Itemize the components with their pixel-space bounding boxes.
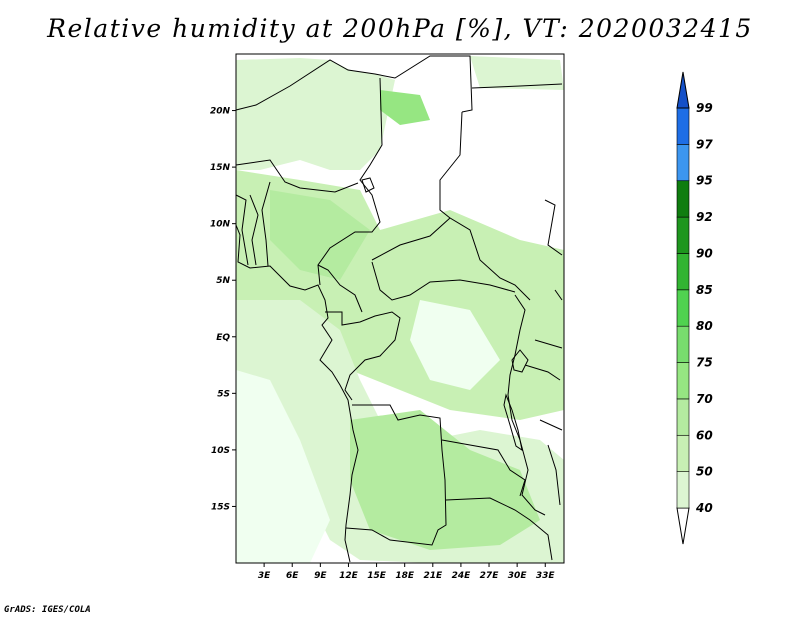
lat-tick-label: 10N [210,220,231,230]
colorbar-segment [676,398,690,436]
lat-tick-label: 5S [217,389,230,399]
lon-tick-label: 30E [508,571,528,581]
humidity-region [236,370,330,563]
colorbar-label: 95 [696,174,713,188]
humidity-region [470,56,564,90]
colorbar-max-extension [676,71,690,109]
colorbar-label: 80 [696,319,713,333]
border-lake-chad [361,177,375,193]
colorbar-label: 92 [696,210,713,224]
lon-tick-label: 33E [536,571,556,581]
colorbar-label: 97 [696,137,713,151]
longitude-ticks: 3E 6E 9E 12E 15E 18E 21E 24E 27E 30E 33E [258,563,556,581]
border-sahel-north [235,55,473,113]
border-ghana [235,194,249,266]
humidity-region [380,90,430,125]
border-congo [325,311,401,401]
colorbar-segment [676,253,690,291]
border-togo [249,194,259,266]
border-angola [345,404,447,546]
colorbar-segment [676,216,690,254]
lon-tick-label: 18E [395,571,415,581]
lat-tick-label: EQ [216,333,230,343]
colorbar-segment [676,325,690,363]
border-drc-east [507,294,546,516]
humidity-region [270,190,370,280]
border-lake-victoria [511,349,529,373]
colorbar-min-extension [676,507,690,545]
border-lake-tanganyika [503,393,523,452]
lon-tick-label: 21E [423,571,443,581]
chart-title: Relative humidity at 200hPa [%], VT: 202… [47,14,753,43]
colorbar-label: 60 [696,428,713,442]
map-border [235,53,565,564]
colorbar-label: 99 [696,101,713,115]
colorbar-segment [676,180,690,218]
lon-tick-label: 15E [367,571,387,581]
colorbar-segment [676,289,690,327]
colorbar-segment [676,144,690,182]
border-zambia [445,497,553,561]
lat-tick-label: 5N [216,276,230,286]
border-car-north [371,217,531,301]
colorbar: 40 50 60 70 75 80 85 90 92 95 97 99 [676,71,713,545]
grads-credit: GrADS: IGES/COLA [4,605,91,615]
lat-tick-label: 20N [210,107,231,117]
colorbar-segment [676,434,690,472]
lon-tick-label: 9E [314,571,327,581]
coastline-west-africa [235,224,359,563]
lat-tick-label: 15N [210,163,231,173]
border-nigeria [235,159,359,193]
colorbar-label: 85 [696,283,713,297]
colorbar-segment [676,362,690,400]
humidity-region [410,300,500,390]
lat-tick-label: 10S [211,446,230,456]
border-sudan-east [471,83,563,256]
colorbar-label: 50 [696,465,713,479]
border-car-south [371,261,516,301]
colorbar-label: 75 [696,356,713,370]
map-frame [235,53,565,564]
colorbar-segment [676,107,690,145]
lon-tick-label: 27E [480,571,500,581]
colorbar-label: 70 [696,392,713,406]
lon-tick-label: 24E [452,571,472,581]
border-drc-south [441,439,526,497]
border-chad-west [317,77,383,286]
lon-tick-label: 3E [258,571,271,581]
border-cameroon [317,264,363,313]
country-borders [235,55,563,563]
lon-tick-label: 12E [339,571,359,581]
border-benin [261,181,271,267]
colorbar-segment [676,471,690,509]
colorbar-label: 40 [695,501,713,515]
latitude-ticks: 20N 15N 10N 5N EQ 5S 10S 15S [210,107,236,512]
humidity-region [236,58,395,170]
lon-tick-label: 6E [286,571,299,581]
humidity-fill-layer [236,56,564,563]
colorbar-label: 90 [696,246,713,260]
border-sudan [439,111,463,219]
border-east-africa [524,289,563,506]
lat-tick-label: 15S [211,502,230,512]
